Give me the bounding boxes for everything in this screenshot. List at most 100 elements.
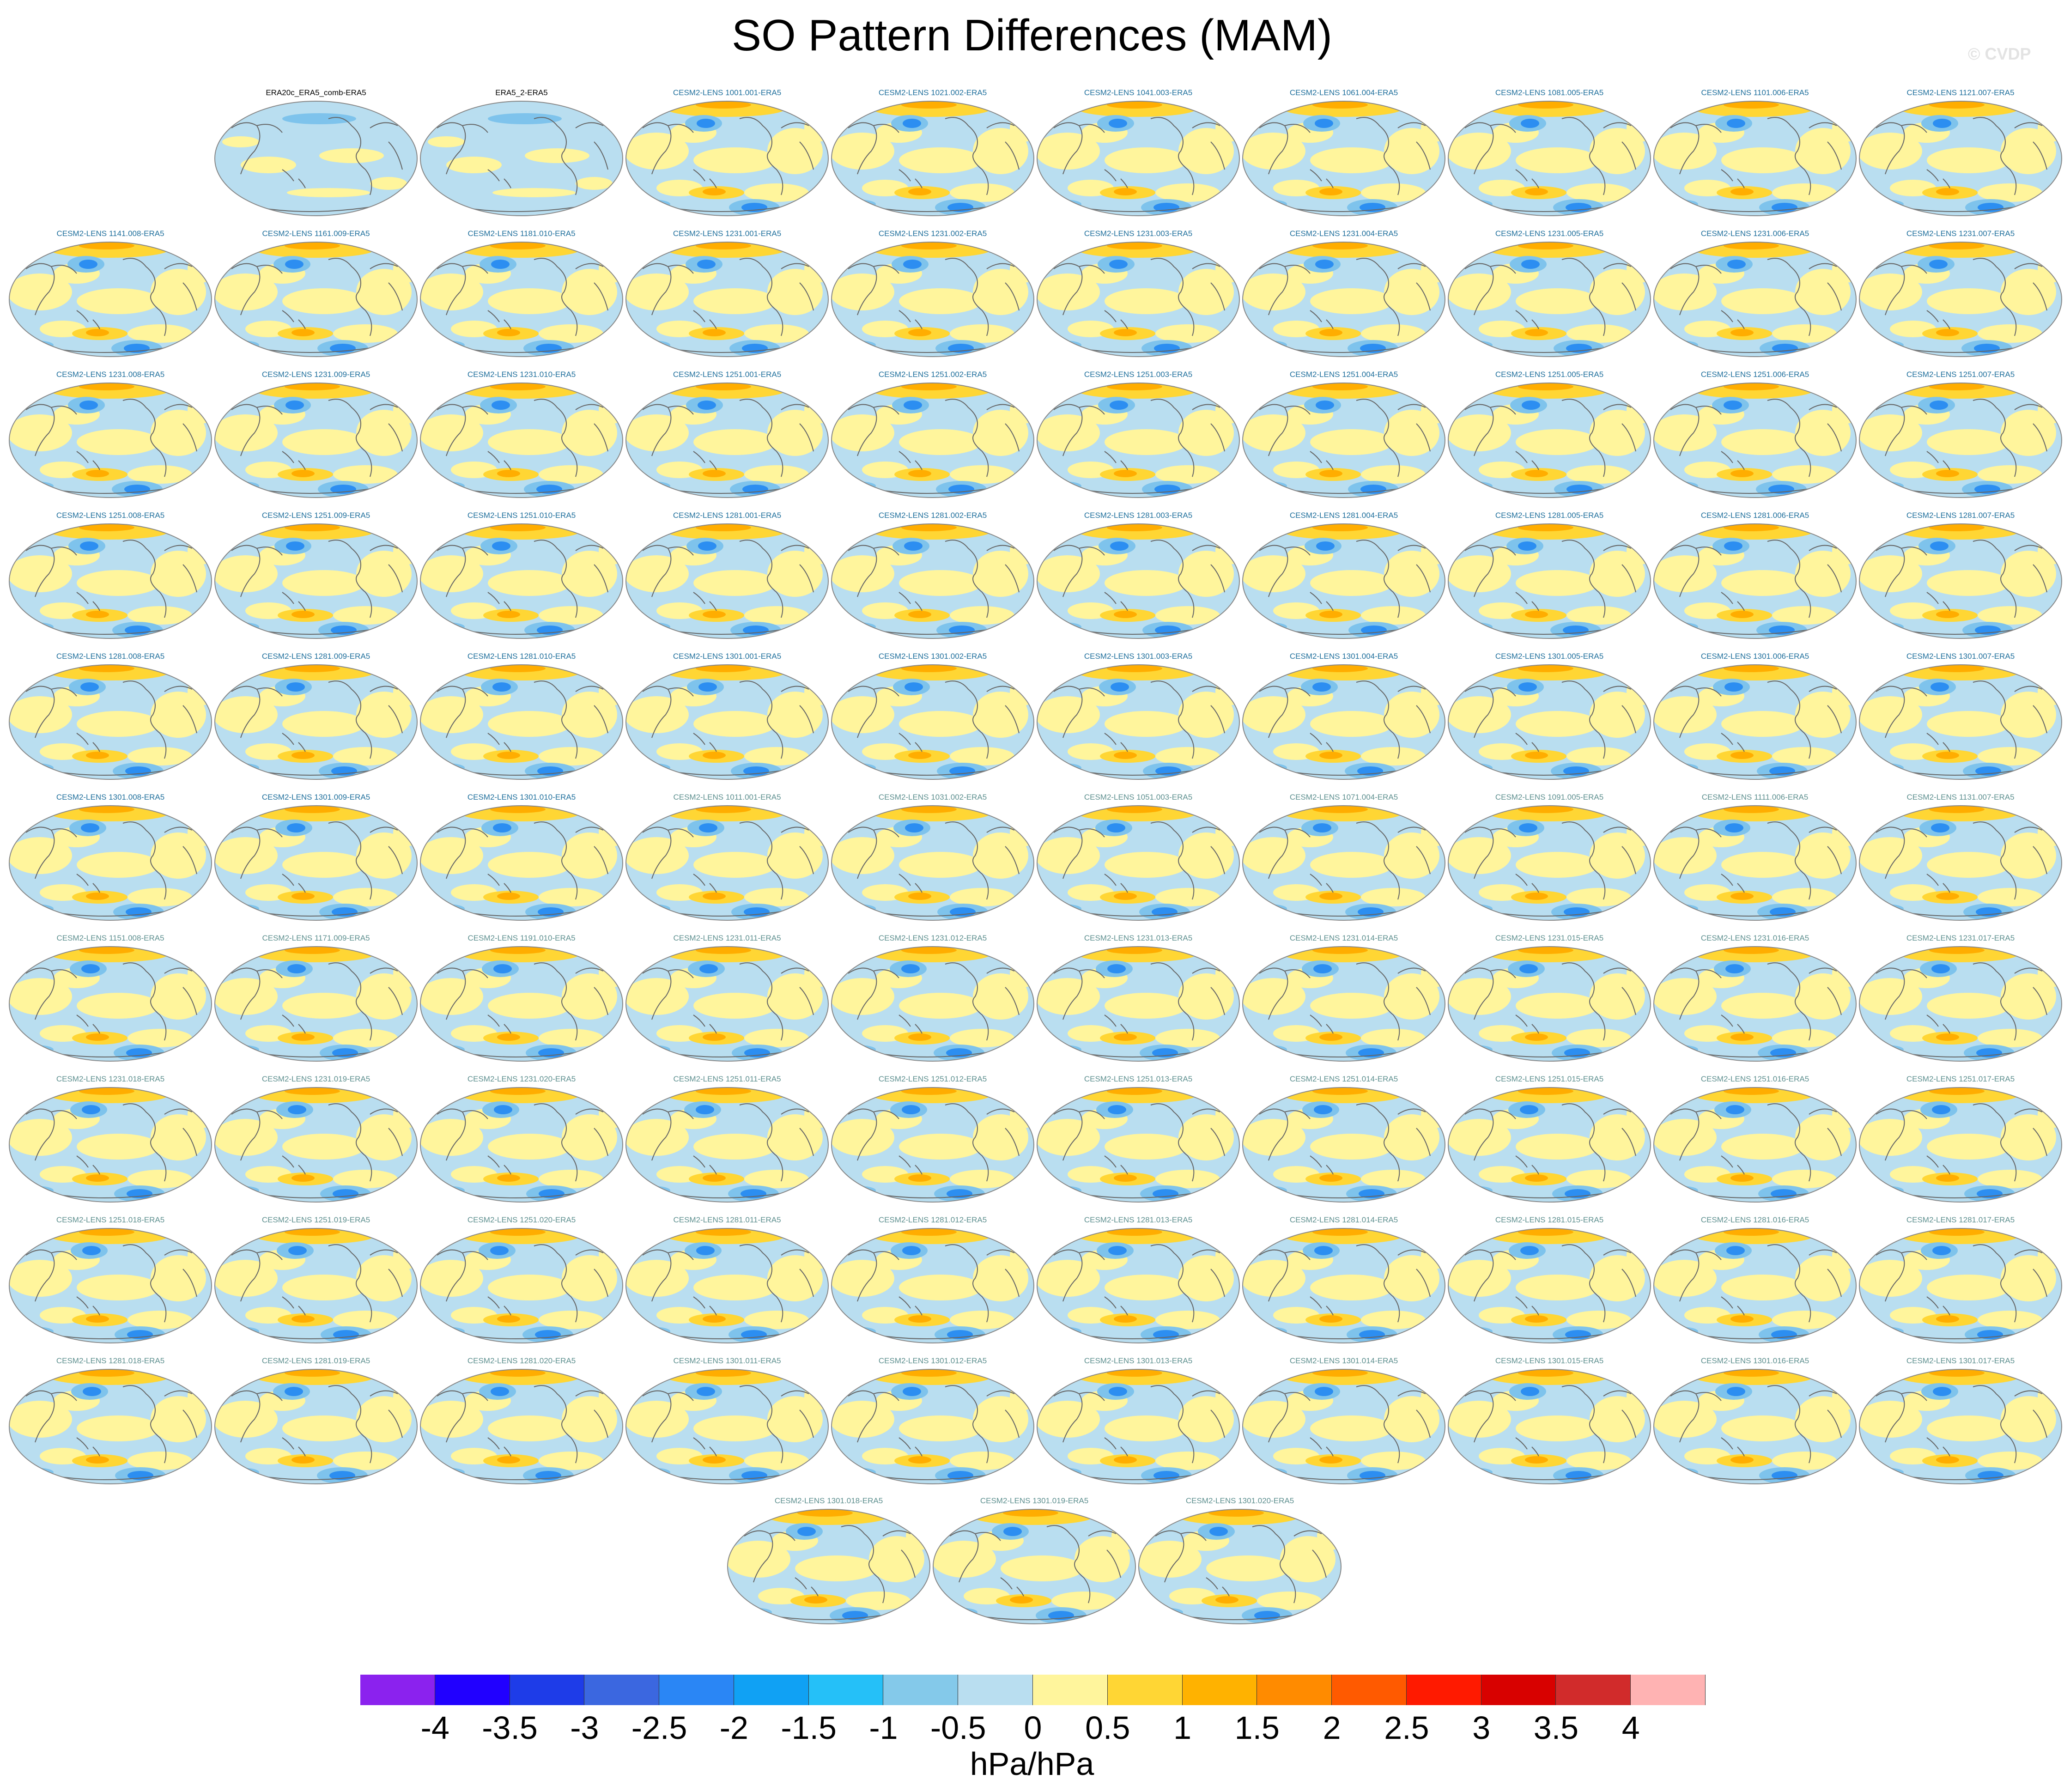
world-map [9, 242, 212, 357]
map-panel: CESM2-LENS 1121.007-ERA5 [1858, 88, 2064, 227]
map-panel-title: CESM2-LENS 1281.008-ERA5 [56, 652, 165, 661]
world-map [1859, 1087, 2062, 1203]
world-map [1859, 664, 2062, 780]
map-panel-title: CESM2-LENS 1301.006-ERA5 [1700, 652, 1809, 661]
world-map [625, 1369, 829, 1484]
world-map [1037, 1369, 1240, 1484]
world-map [1653, 383, 1857, 498]
colorbar-tick-label: -2 [719, 1710, 748, 1746]
map-panel-title: CESM2-LENS 1281.015-ERA5 [1495, 1215, 1604, 1224]
world-map [831, 1369, 1034, 1484]
map-panel: CESM2-LENS 1281.017-ERA5 [1858, 1215, 2064, 1354]
map-panel-title: CESM2-LENS 1251.015-ERA5 [1495, 1075, 1604, 1083]
world-map [420, 664, 623, 780]
map-panel-title: CESM2-LENS 1281.001-ERA5 [673, 511, 782, 520]
map-panel-title: CESM2-LENS 1111.006-ERA5 [1701, 793, 1809, 802]
colorbar [360, 1675, 1706, 1705]
world-map [9, 664, 212, 780]
colorbar-segment [1556, 1675, 1631, 1705]
colorbar-segment [1257, 1675, 1332, 1705]
map-panel-title: CESM2-LENS 1231.002-ERA5 [878, 229, 987, 238]
world-map [1037, 523, 1240, 639]
world-map [625, 805, 829, 921]
map-panel-title: CESM2-LENS 1231.012-ERA5 [878, 934, 987, 942]
map-panel: CESM2-LENS 1281.019-ERA5 [213, 1356, 419, 1495]
map-panel-title: CESM2-LENS 1301.010-ERA5 [467, 793, 576, 802]
map-panel-title: CESM2-LENS 1001.001-ERA5 [673, 88, 782, 97]
map-panel: CESM2-LENS 1281.006-ERA5 [1652, 511, 1858, 650]
map-panel: CESM2-LENS 1231.003-ERA5 [1035, 229, 1241, 368]
world-map [1242, 1087, 1445, 1203]
map-panel-title: CESM2-LENS 1231.001-ERA5 [673, 229, 782, 238]
colorbar-segment [1406, 1675, 1481, 1705]
map-panel-title: CESM2-LENS 1231.011-ERA5 [673, 934, 781, 942]
colorbar-segment [808, 1675, 884, 1705]
map-panel-title: CESM2-LENS 1231.008-ERA5 [56, 370, 165, 379]
world-map [9, 946, 212, 1062]
world-map [625, 523, 829, 639]
map-panel-title: CESM2-LENS 1231.018-ERA5 [56, 1075, 165, 1083]
colorbar-segment [1481, 1675, 1556, 1705]
map-panel-title: CESM2-LENS 1251.006-ERA5 [1700, 370, 1809, 379]
map-panel: CESM2-LENS 1031.002-ERA5 [830, 793, 1036, 931]
map-panel-title: CESM2-LENS 1281.013-ERA5 [1084, 1215, 1193, 1224]
colorbar-segment [510, 1675, 585, 1705]
world-map [420, 1087, 623, 1203]
map-panel: CESM2-LENS 1301.014-ERA5 [1241, 1356, 1447, 1495]
world-map [1242, 523, 1445, 639]
map-panel: CESM2-LENS 1251.013-ERA5 [1035, 1075, 1241, 1213]
map-panel-title: CESM2-LENS 1281.012-ERA5 [878, 1215, 987, 1224]
world-map [1448, 664, 1651, 780]
map-panel-title: CESM2-LENS 1251.012-ERA5 [878, 1075, 987, 1083]
world-map [420, 946, 623, 1062]
map-panel-title: CESM2-LENS 1281.014-ERA5 [1289, 1215, 1398, 1224]
map-panel-title: CESM2-LENS 1231.013-ERA5 [1084, 934, 1193, 942]
world-map [1242, 1369, 1445, 1484]
map-panel: CESM2-LENS 1301.016-ERA5 [1652, 1356, 1858, 1495]
map-panel: CESM2-LENS 1251.006-ERA5 [1652, 370, 1858, 509]
map-panel-title: CESM2-LENS 1231.016-ERA5 [1700, 934, 1809, 942]
map-panel-title: CESM2-LENS 1071.004-ERA5 [1289, 793, 1398, 802]
world-map [214, 383, 418, 498]
map-panel-title: CESM2-LENS 1151.008-ERA5 [56, 934, 164, 942]
map-panel: CESM2-LENS 1231.015-ERA5 [1446, 934, 1652, 1072]
map-panel-title: CESM2-LENS 1301.016-ERA5 [1700, 1356, 1809, 1365]
map-panel-title: CESM2-LENS 1231.014-ERA5 [1289, 934, 1398, 942]
world-map [9, 1228, 212, 1343]
map-panel: CESM2-LENS 1281.004-ERA5 [1241, 511, 1447, 650]
map-panel-title: CESM2-LENS 1251.011-ERA5 [673, 1075, 781, 1083]
map-panel: CESM2-LENS 1051.003-ERA5 [1035, 793, 1241, 931]
world-map [727, 1509, 930, 1624]
world-map [9, 1087, 212, 1203]
world-map [1859, 1228, 2062, 1343]
map-panel: CESM2-LENS 1281.007-ERA5 [1858, 511, 2064, 650]
world-map [1448, 383, 1651, 498]
world-map [1242, 946, 1445, 1062]
map-panel-title: CESM2-LENS 1301.014-ERA5 [1289, 1356, 1398, 1365]
map-panel: CESM2-LENS 1251.014-ERA5 [1241, 1075, 1447, 1213]
world-map [1037, 805, 1240, 921]
map-panel-title: CESM2-LENS 1251.003-ERA5 [1084, 370, 1193, 379]
colorbar-segment [435, 1675, 510, 1705]
map-panel: CESM2-LENS 1041.003-ERA5 [1035, 88, 1241, 227]
colorbar-segment [584, 1675, 660, 1705]
map-panel: ERA20c_ERA5_comb-ERA5 [213, 88, 419, 227]
world-map [831, 664, 1034, 780]
colorbar-tick-label: 3 [1472, 1710, 1491, 1746]
colorbar-segment [1107, 1675, 1183, 1705]
map-panel: CESM2-LENS 1151.008-ERA5 [7, 934, 213, 1072]
world-map [420, 523, 623, 639]
map-panel-title: CESM2-LENS 1251.018-ERA5 [56, 1215, 165, 1224]
map-panel: CESM2-LENS 1191.010-ERA5 [419, 934, 625, 1072]
world-map [625, 1087, 829, 1203]
map-panel-title: CESM2-LENS 1041.003-ERA5 [1084, 88, 1193, 97]
page-title: SO Pattern Differences (MAM) [732, 11, 1332, 60]
colorbar-tick-label: 0.5 [1085, 1710, 1130, 1746]
map-panel: CESM2-LENS 1281.015-ERA5 [1446, 1215, 1652, 1354]
map-panel: CESM2-LENS 1281.012-ERA5 [830, 1215, 1036, 1354]
colorbar-segment [360, 1675, 435, 1705]
world-map [831, 946, 1034, 1062]
map-panel-title: CESM2-LENS 1231.003-ERA5 [1084, 229, 1193, 238]
map-panel: CESM2-LENS 1281.013-ERA5 [1035, 1215, 1241, 1354]
map-panel: CESM2-LENS 1001.001-ERA5 [624, 88, 830, 227]
